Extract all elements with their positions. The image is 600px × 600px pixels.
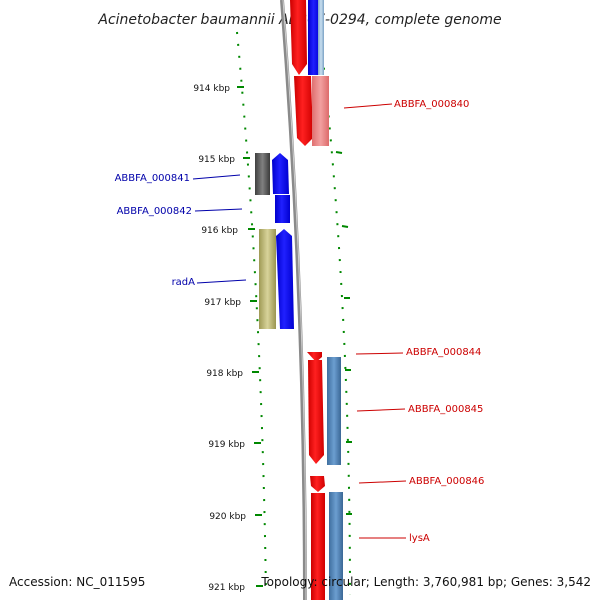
label-connectors bbox=[192, 103, 407, 539]
scale-label: 915 kbp bbox=[198, 155, 235, 165]
genome-summary-text: Topology: circular; Length: 3,760,981 bp… bbox=[260, 575, 591, 589]
scale-label: 919 kbp bbox=[208, 440, 245, 450]
genome-backbone-highlight bbox=[282, 0, 307, 600]
cds-feature bbox=[310, 476, 325, 492]
cds-feature bbox=[311, 493, 325, 600]
genome-backbone bbox=[280, 0, 307, 600]
gene-label-abbfa-000844: ABBFA_000844 bbox=[406, 347, 481, 358]
accession-text: Accession: NC_011595 bbox=[9, 575, 145, 589]
cds-feature bbox=[275, 195, 290, 223]
gene-feature bbox=[318, 0, 324, 75]
scale-label: 921 kbp bbox=[208, 583, 245, 593]
cds-feature bbox=[308, 360, 324, 464]
gene-feature bbox=[308, 0, 320, 75]
outer-ring-dashes bbox=[335, 151, 352, 515]
reverse-cds-track bbox=[272, 153, 294, 329]
cds-feature bbox=[272, 153, 289, 194]
cds-feature bbox=[294, 76, 313, 146]
gene-feature bbox=[329, 492, 343, 600]
gene-label-rada: radA bbox=[172, 277, 196, 288]
gene-feature bbox=[255, 153, 270, 195]
scale-label: 914 kbp bbox=[193, 84, 230, 94]
gene-feature bbox=[327, 357, 341, 465]
cds-feature bbox=[276, 229, 294, 329]
reverse-gene-track bbox=[255, 153, 276, 329]
scale-label: 918 kbp bbox=[206, 369, 243, 379]
gene-label-lysa: lysA bbox=[409, 533, 430, 544]
forward-cds-track bbox=[290, 0, 325, 600]
gene-label-abbfa-000842: ABBFA_000842 bbox=[117, 206, 192, 217]
gene-feature bbox=[259, 229, 276, 329]
gene-label-abbfa-000845: ABBFA_000845 bbox=[408, 404, 483, 415]
scale-label: 917 kbp bbox=[204, 298, 241, 308]
gene-label-abbfa-000846: ABBFA_000846 bbox=[409, 476, 484, 487]
gene-label-abbfa-000841: ABBFA_000841 bbox=[115, 173, 190, 184]
forward-gene-track bbox=[308, 0, 343, 600]
scale-ticks bbox=[237, 86, 263, 587]
scale-label: 920 kbp bbox=[209, 512, 246, 522]
gene-label-abbfa-000840: ABBFA_000840 bbox=[394, 99, 469, 110]
cds-feature bbox=[290, 0, 307, 75]
scale-labels: 914 kbp 915 kbp 916 kbp 917 kbp 918 kbp … bbox=[193, 84, 246, 593]
gene-feature bbox=[312, 76, 329, 146]
gene-labels: ABBFA_000840 ABBFA_000841 ABBFA_000842 r… bbox=[115, 99, 485, 544]
cds-feature bbox=[307, 352, 322, 362]
scale-label: 916 kbp bbox=[201, 226, 238, 236]
